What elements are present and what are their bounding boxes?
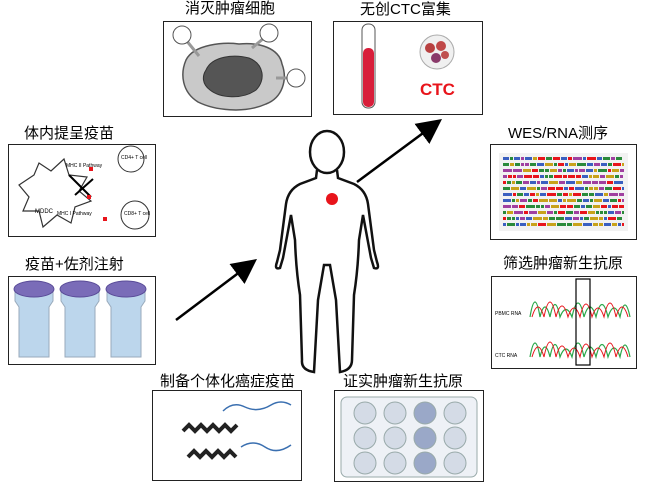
human-figure	[276, 131, 378, 372]
tumor-dot	[326, 193, 338, 205]
arrow-to-ctc	[357, 122, 438, 182]
arrow-from-injection	[176, 262, 253, 320]
